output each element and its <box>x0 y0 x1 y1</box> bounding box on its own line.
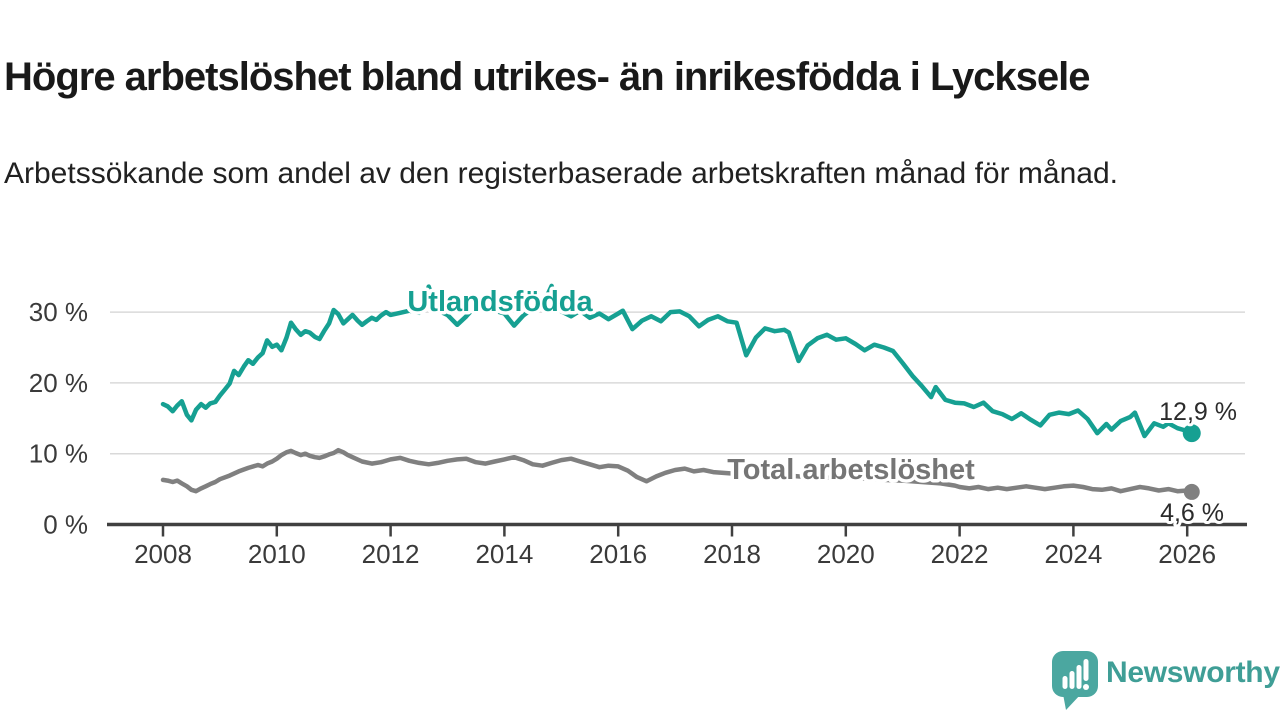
y-axis-labels: 0 % 10 % 20 % 30 % <box>29 297 88 539</box>
series-end-dot <box>1182 424 1201 443</box>
series-lines <box>160 283 1195 495</box>
series-end-value: 12,9 % <box>1159 398 1237 426</box>
y-tick-label: 30 % <box>29 297 88 327</box>
series-label: Utlandsfödda <box>407 286 593 318</box>
x-tick-label: 2012 <box>362 539 420 569</box>
x-axis-labels: 2008 2010 2012 2014 2016 2018 2020 2022 2024 2026 <box>134 539 1216 569</box>
series-line-total <box>160 447 1195 495</box>
y-tick-label: 20 % <box>29 368 88 398</box>
x-tick-label: 2020 <box>817 539 875 569</box>
x-tick-label: 2024 <box>1044 539 1102 569</box>
series-end-dot <box>1183 483 1200 500</box>
series-end-value: 4,6 % <box>1160 499 1224 527</box>
x-tick-label: 2026 <box>1158 539 1216 569</box>
series-line-utlandsfodda <box>160 283 1195 439</box>
newsworthy-logo-icon <box>1052 651 1098 710</box>
page-title: Högre arbetslöshet bland utrikes- än inr… <box>4 54 1091 99</box>
x-tick-label: 2014 <box>475 539 533 569</box>
x-tick-label: 2016 <box>589 539 647 569</box>
y-tick-label: 10 % <box>29 439 88 469</box>
gridlines <box>110 311 1245 455</box>
chart-subtitle: Arbetssökande som andel av den registerb… <box>4 157 1118 190</box>
brand-name: Newsworthy <box>1106 656 1280 689</box>
x-tick-label: 2018 <box>703 539 761 569</box>
x-tick-label: 2022 <box>931 539 989 569</box>
x-tick-label: 2008 <box>134 539 192 569</box>
x-axis <box>107 522 1247 537</box>
series-label: Total arbetslöshet <box>727 454 975 486</box>
x-tick-label: 2010 <box>248 539 306 569</box>
series-annotations: Utlandsfödda 12,9 % Total arbetslöshet 4,6 … <box>404 283 1240 531</box>
footer-brand <box>1051 648 1280 712</box>
y-tick-label: 0 % <box>43 510 88 540</box>
